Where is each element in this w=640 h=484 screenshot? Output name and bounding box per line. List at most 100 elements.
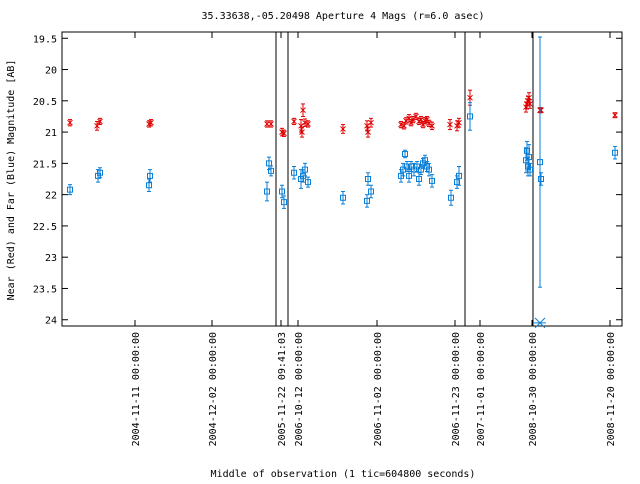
marker-x [612, 112, 618, 119]
y-tick-label: 20.5 [33, 97, 57, 108]
far-point [291, 165, 297, 180]
far-point [426, 162, 432, 177]
x-axis: 2004-11-11 00:00:00 2004-12-02 00:00:00 20… [131, 32, 617, 446]
marker-square [414, 163, 420, 170]
marker-square [364, 197, 370, 204]
far-point [281, 195, 287, 209]
x-tick-label: 2004-12-02 00:00:00 [208, 332, 219, 446]
near-point [305, 120, 311, 128]
marker-square [416, 176, 422, 182]
far-point [146, 178, 152, 193]
marker-square [365, 176, 371, 182]
near-point [368, 117, 374, 128]
marker-square [456, 172, 462, 179]
far-point [538, 172, 544, 186]
marker-x [527, 101, 533, 107]
marker-square [467, 113, 473, 120]
marker-x [429, 122, 435, 129]
near-point [429, 121, 435, 131]
near-point [365, 126, 371, 138]
marker-square [97, 169, 103, 176]
y-tick-label: 22.5 [33, 222, 57, 233]
far-point [527, 162, 533, 177]
marker-x [418, 116, 424, 123]
marker-square [402, 150, 408, 157]
marker-square [526, 154, 532, 161]
marker-square [340, 194, 346, 201]
marker-square [305, 179, 311, 186]
near-point [268, 120, 274, 128]
marker-x [406, 115, 412, 122]
marker-x [305, 121, 311, 127]
x-tick-label: 2006-11-23 00:00:00 [451, 332, 462, 446]
marker-x [447, 121, 453, 128]
marker-x [364, 122, 370, 129]
marker-square [538, 176, 544, 182]
y-tick-label: 22 [45, 191, 57, 202]
marker-x [67, 119, 73, 126]
marker-x [291, 118, 297, 125]
marker-x [281, 130, 287, 137]
marker-square [147, 172, 153, 179]
marker-square [368, 188, 374, 195]
x-tick-label: 2006-10-12 00:00:00 [294, 332, 305, 446]
marker-x [148, 119, 154, 126]
separator-lines [275, 32, 534, 326]
near-point [538, 107, 544, 114]
x-tick-label: 2006-11-02 00:00:00 [373, 332, 384, 446]
far-point [340, 191, 346, 205]
near-point [364, 120, 370, 132]
marker-square [400, 166, 406, 173]
marker-x [456, 119, 462, 126]
marker-square [537, 159, 543, 166]
marker-x [467, 94, 473, 101]
far-point [404, 160, 410, 172]
marker-square [612, 149, 618, 156]
marker-square [281, 199, 287, 206]
y-tick-label: 20 [45, 66, 57, 77]
far-point [364, 194, 370, 208]
chart-title: 35.33638,-05.20498 Aperture 4 Mags (r=6.… [202, 11, 485, 22]
x-tick-label: 2005-11-22 09:41:03 [277, 332, 288, 446]
far-point [305, 176, 311, 188]
y-axis: 19.5 20 20.5 21 21.5 22 22.5 23 23.5 24 [33, 34, 622, 327]
near-point [97, 117, 103, 126]
marker-x [424, 116, 430, 123]
overflow-marker [534, 317, 546, 329]
marker-x [299, 129, 305, 135]
far-point [302, 162, 308, 177]
series-near-red [67, 89, 618, 138]
marker-square [146, 182, 152, 189]
marker-square [406, 172, 412, 179]
near-point [281, 129, 287, 137]
near-point [298, 119, 304, 133]
far-point [429, 174, 435, 188]
overflow-markers [534, 317, 546, 329]
near-point [447, 119, 453, 131]
near-point [340, 124, 346, 134]
marker-square [302, 166, 308, 173]
plot-frame [61, 31, 623, 327]
x-axis-label: Middle of observation (1 tic=604800 seco… [211, 469, 476, 480]
far-point [448, 189, 454, 206]
x-tick-label: 2007-11-01 00:00:00 [476, 332, 487, 446]
y-axis-label: Near (Red) and Far (Blue) Magnitude [AB] [6, 60, 17, 301]
y-tick-label: 19.5 [33, 34, 57, 45]
far-point [268, 165, 274, 177]
near-point [456, 117, 462, 128]
marker-x [340, 126, 346, 132]
marker-square [67, 186, 73, 193]
near-point [291, 117, 297, 126]
far-point [365, 172, 371, 186]
near-point [300, 103, 306, 117]
marker-x [298, 122, 304, 129]
far-point [67, 184, 73, 196]
marker-square [279, 188, 285, 195]
y-tick-label: 21.5 [33, 159, 57, 170]
y-tick-label: 24 [45, 316, 57, 327]
marker-x [538, 107, 544, 114]
marker-x [365, 129, 371, 135]
far-point [402, 149, 408, 159]
marker-x [413, 113, 419, 120]
